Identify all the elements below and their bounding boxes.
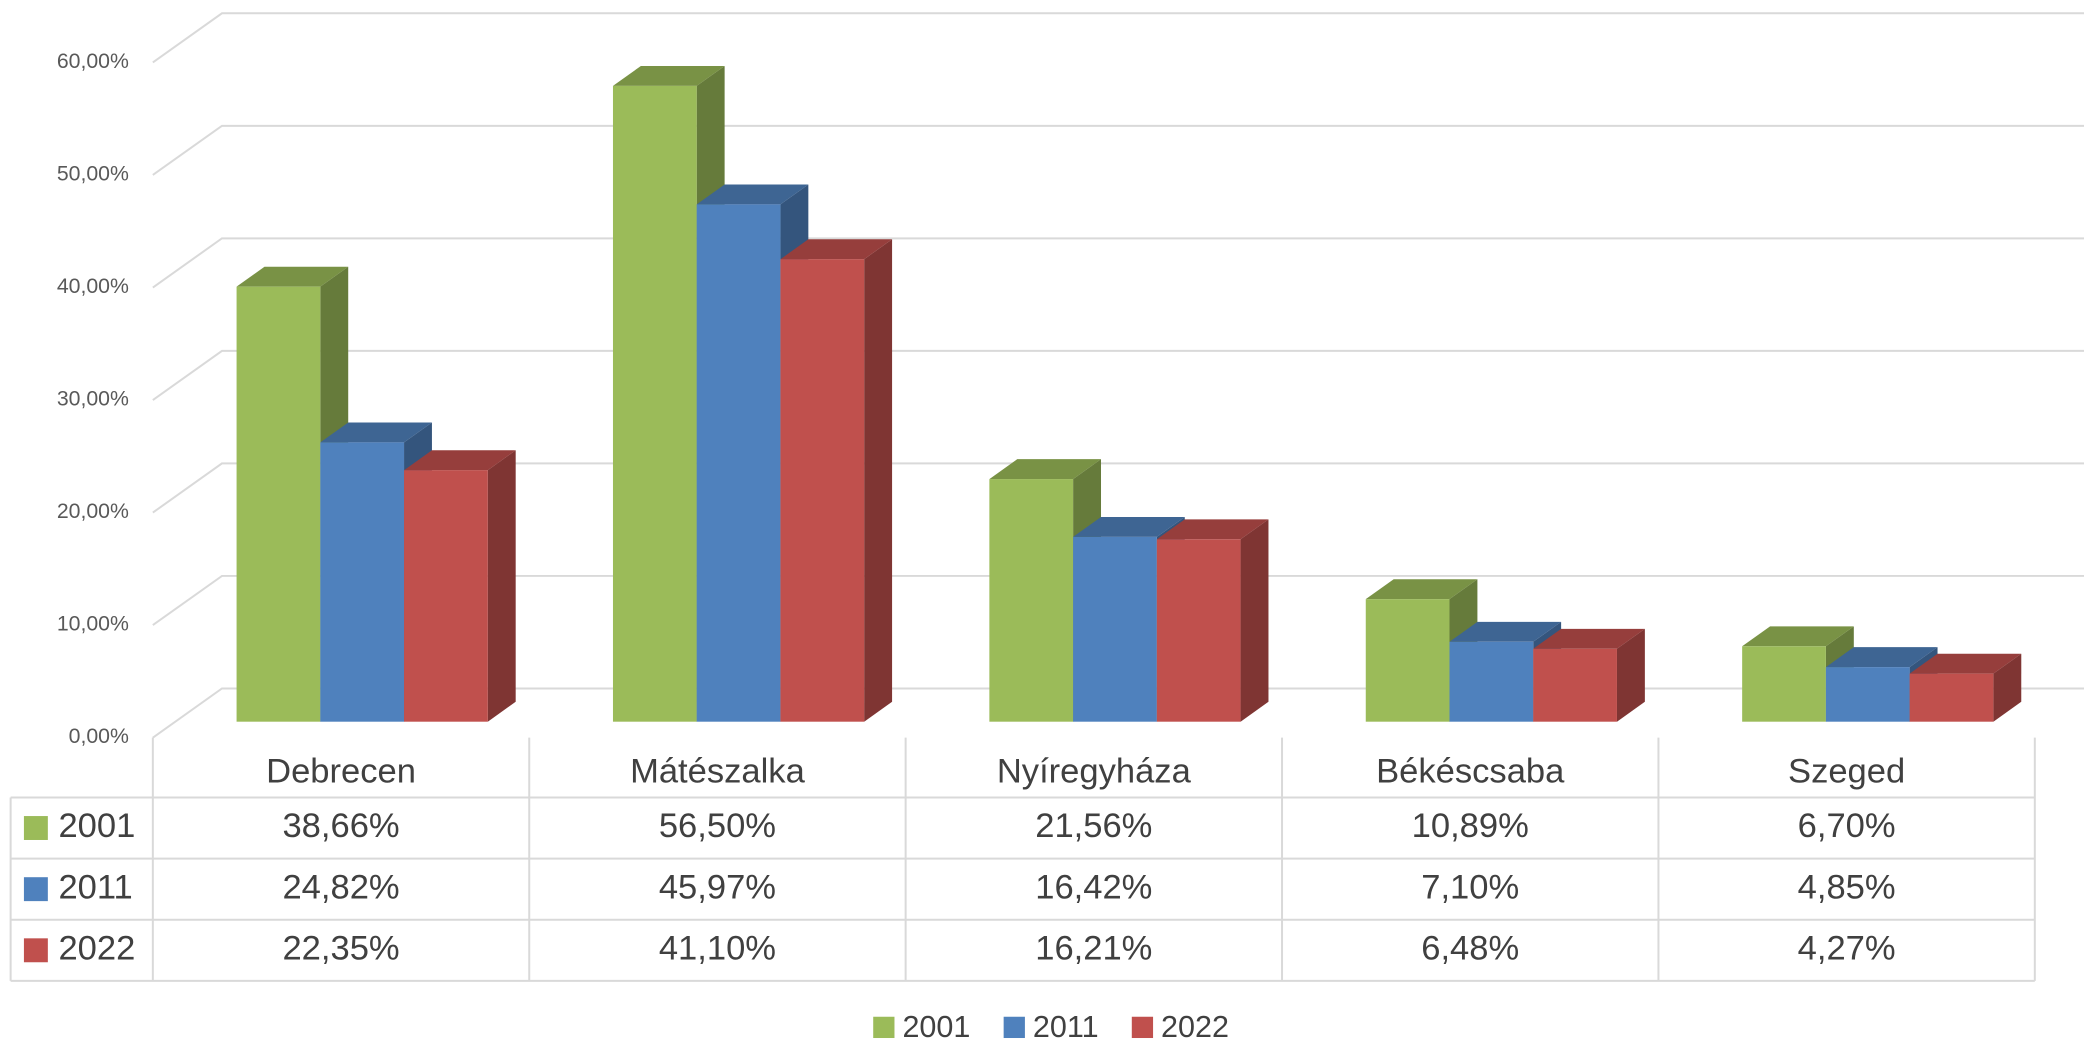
- bar: [989, 479, 1074, 722]
- bar-top: [1156, 519, 1269, 540]
- bar: [236, 286, 321, 722]
- table-series-name: 2001: [58, 807, 135, 845]
- data-label: 38,66%: [282, 807, 399, 845]
- bar-top: [404, 450, 516, 471]
- bar: [1533, 648, 1617, 722]
- data-label: 24,82%: [282, 868, 399, 906]
- data-label: 21,56%: [1035, 807, 1152, 845]
- bar: [1073, 536, 1157, 722]
- data-label: 22,35%: [282, 929, 399, 967]
- bar: [612, 85, 697, 722]
- bar-top: [1533, 628, 1645, 649]
- bar-top: [236, 266, 349, 287]
- grid-line: [152, 12, 2084, 64]
- bar-top: [320, 422, 432, 443]
- bar: [1909, 673, 1994, 722]
- data-label: 4,85%: [1798, 868, 1896, 906]
- bar-top: [1825, 647, 1938, 668]
- bar-top: [612, 65, 725, 86]
- y-tick-label: 0,00%: [69, 724, 129, 748]
- x-tick-label: Szeged: [1788, 753, 1905, 791]
- legend-key: [1003, 1016, 1025, 1039]
- bar-top: [1742, 626, 1854, 647]
- data-label: 45,97%: [659, 868, 776, 906]
- data-label: 6,48%: [1421, 929, 1519, 967]
- x-tick-label: Békéscsaba: [1376, 753, 1565, 791]
- bar-side: [1616, 628, 1645, 722]
- data-label: 16,42%: [1035, 868, 1152, 906]
- bar: [1825, 667, 1910, 722]
- bar-top: [1365, 579, 1478, 600]
- grid-line: [152, 124, 2084, 176]
- y-tick-label: 30,00%: [57, 387, 129, 411]
- bar-side: [1240, 519, 1269, 722]
- bar: [1365, 599, 1450, 722]
- legend-key: [873, 1016, 895, 1039]
- grid-line: [152, 462, 2084, 514]
- x-tick-label: Mátészalka: [630, 753, 806, 791]
- legend-label: 2001: [902, 1010, 970, 1044]
- grid-line: [152, 237, 2084, 289]
- bar: [1742, 646, 1826, 722]
- bar: [1156, 539, 1241, 722]
- bar-top: [1073, 516, 1185, 537]
- bar: [320, 442, 405, 722]
- y-tick-label: 40,00%: [57, 274, 129, 298]
- table-series-name: 2011: [58, 868, 132, 906]
- legend-label: 2022: [1161, 1010, 1229, 1044]
- y-tick-label: 10,00%: [57, 612, 129, 636]
- bar-side: [487, 450, 516, 722]
- data-label: 4,27%: [1798, 929, 1896, 967]
- x-tick-label: Debrecen: [266, 753, 416, 791]
- legend-label: 2011: [1033, 1010, 1099, 1044]
- data-label: 10,89%: [1412, 807, 1529, 845]
- x-tick-label: Nyíregyháza: [997, 753, 1192, 791]
- y-tick-label: 50,00%: [57, 162, 129, 186]
- y-tick-label: 20,00%: [57, 499, 129, 523]
- data-label: 16,21%: [1035, 929, 1152, 967]
- bar: [696, 204, 781, 722]
- grid-line: [152, 574, 2084, 626]
- data-label: 7,10%: [1421, 868, 1519, 906]
- table-legend-key: [23, 877, 48, 902]
- bar-top: [1449, 621, 1562, 642]
- bar-top: [696, 184, 809, 205]
- data-label: 6,70%: [1798, 807, 1896, 845]
- bar-top: [780, 239, 893, 260]
- table-series-name: 2022: [58, 929, 135, 967]
- bar: [780, 259, 865, 722]
- bar: [1449, 641, 1534, 722]
- data-label: 41,10%: [659, 929, 776, 967]
- bar-side: [864, 239, 893, 722]
- legend-key: [1131, 1016, 1154, 1039]
- bar-top: [1909, 653, 2022, 674]
- y-tick-label: 60,00%: [57, 49, 129, 73]
- bar-side: [1993, 653, 2022, 722]
- table-legend-key: [23, 938, 48, 963]
- data-label: 56,50%: [659, 807, 776, 845]
- bar: [404, 470, 488, 722]
- bar-top: [989, 459, 1102, 480]
- table-legend-key: [23, 816, 48, 840]
- grid-line: [152, 349, 2084, 401]
